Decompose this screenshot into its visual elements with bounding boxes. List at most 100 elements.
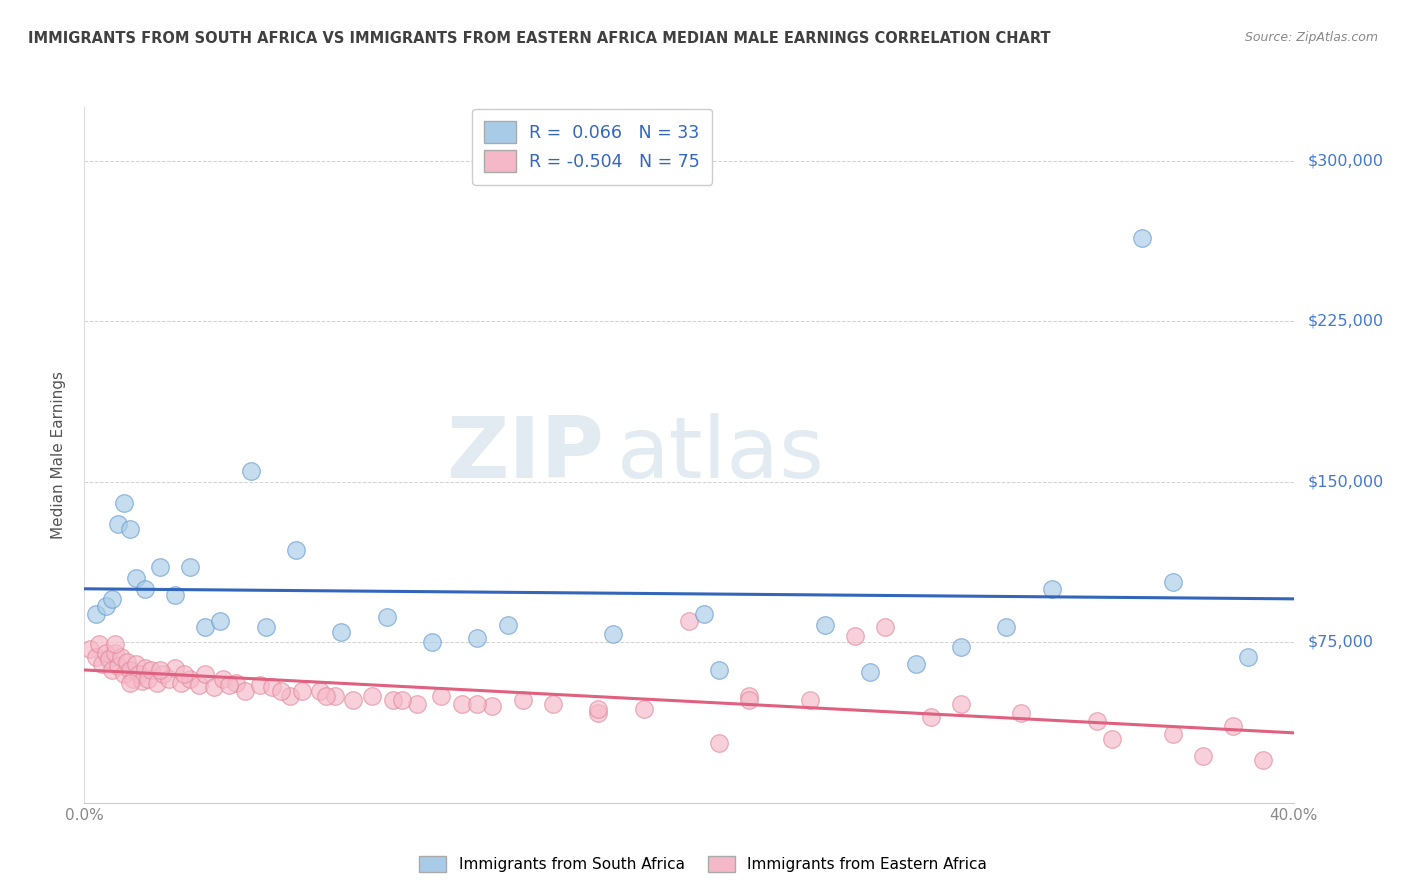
Point [104,646,127,660]
Point [91,657,114,671]
Point [94,599,117,613]
Point [152,667,174,681]
Point [165,661,187,675]
Point [139,663,162,677]
Point [134,582,156,596]
Point [1251,753,1274,767]
Point [233,684,256,698]
Point [430,689,453,703]
Point [170,676,193,690]
Point [602,626,624,640]
Point [1085,714,1108,729]
Point [157,672,180,686]
Point [381,693,404,707]
Point [588,706,610,720]
Point [149,663,172,677]
Point [118,663,141,677]
Point [254,620,277,634]
Point [209,614,232,628]
Point [859,665,882,680]
Point [115,655,138,669]
Point [194,620,217,634]
Point [406,698,429,712]
Point [512,693,534,707]
Point [239,464,262,478]
Point [420,635,443,649]
Point [738,689,761,703]
Point [1237,650,1260,665]
Text: ZIP: ZIP [447,413,605,497]
Point [323,689,346,703]
Point [950,698,973,712]
Point [738,693,761,707]
Point [146,676,169,690]
Point [995,620,1018,634]
Point [97,652,120,666]
Point [799,693,821,707]
Point [107,517,129,532]
Text: IMMIGRANTS FROM SOUTH AFRICA VS IMMIGRANTS FROM EASTERN AFRICA MEDIAN MALE EARNI: IMMIGRANTS FROM SOUTH AFRICA VS IMMIGRAN… [28,31,1050,46]
Point [1101,731,1123,746]
Y-axis label: Median Male Earnings: Median Male Earnings [51,371,66,539]
Point [89,637,111,651]
Text: $225,000: $225,000 [1308,314,1384,328]
Point [284,543,308,558]
Point [86,607,108,622]
Legend: R =  0.066   N = 33, R = -0.504   N = 75: R = 0.066 N = 33, R = -0.504 N = 75 [472,109,713,185]
Point [202,680,225,694]
Point [1040,582,1063,596]
Point [100,663,122,677]
Point [270,684,292,698]
Point [118,676,141,690]
Point [104,637,127,651]
Point [86,650,108,665]
Point [481,699,503,714]
Point [291,684,314,698]
Point [278,689,301,703]
Point [541,698,564,712]
Point [212,672,235,686]
Legend: Immigrants from South Africa, Immigrants from Eastern Africa: Immigrants from South Africa, Immigrants… [411,848,995,880]
Text: $300,000: $300,000 [1308,153,1384,168]
Text: atlas: atlas [616,413,824,497]
Point [112,667,135,681]
Point [709,663,731,677]
Point [218,678,240,692]
Point [360,689,382,703]
Text: Source: ZipAtlas.com: Source: ZipAtlas.com [1244,31,1378,45]
Point [125,571,148,585]
Point [391,693,413,707]
Point [309,684,332,698]
Point [375,609,398,624]
Point [330,624,353,639]
Point [118,522,141,536]
Point [678,614,700,628]
Point [1161,575,1184,590]
Point [260,680,283,694]
Text: $75,000: $75,000 [1308,635,1374,649]
Point [112,496,135,510]
Point [79,641,101,656]
Point [136,672,159,686]
Point [1161,727,1184,741]
Point [107,658,129,673]
Point [1192,748,1215,763]
Point [225,676,247,690]
Point [165,588,187,602]
Point [194,667,217,681]
Text: $150,000: $150,000 [1308,475,1384,489]
Point [467,631,489,645]
Point [173,667,195,681]
Point [134,661,156,675]
Point [496,618,519,632]
Point [121,672,143,686]
Point [315,689,337,703]
Point [110,650,132,665]
Point [588,701,610,715]
Point [709,736,731,750]
Point [1010,706,1032,720]
Point [179,560,201,574]
Point [467,698,489,712]
Point [149,560,172,574]
Point [188,678,211,692]
